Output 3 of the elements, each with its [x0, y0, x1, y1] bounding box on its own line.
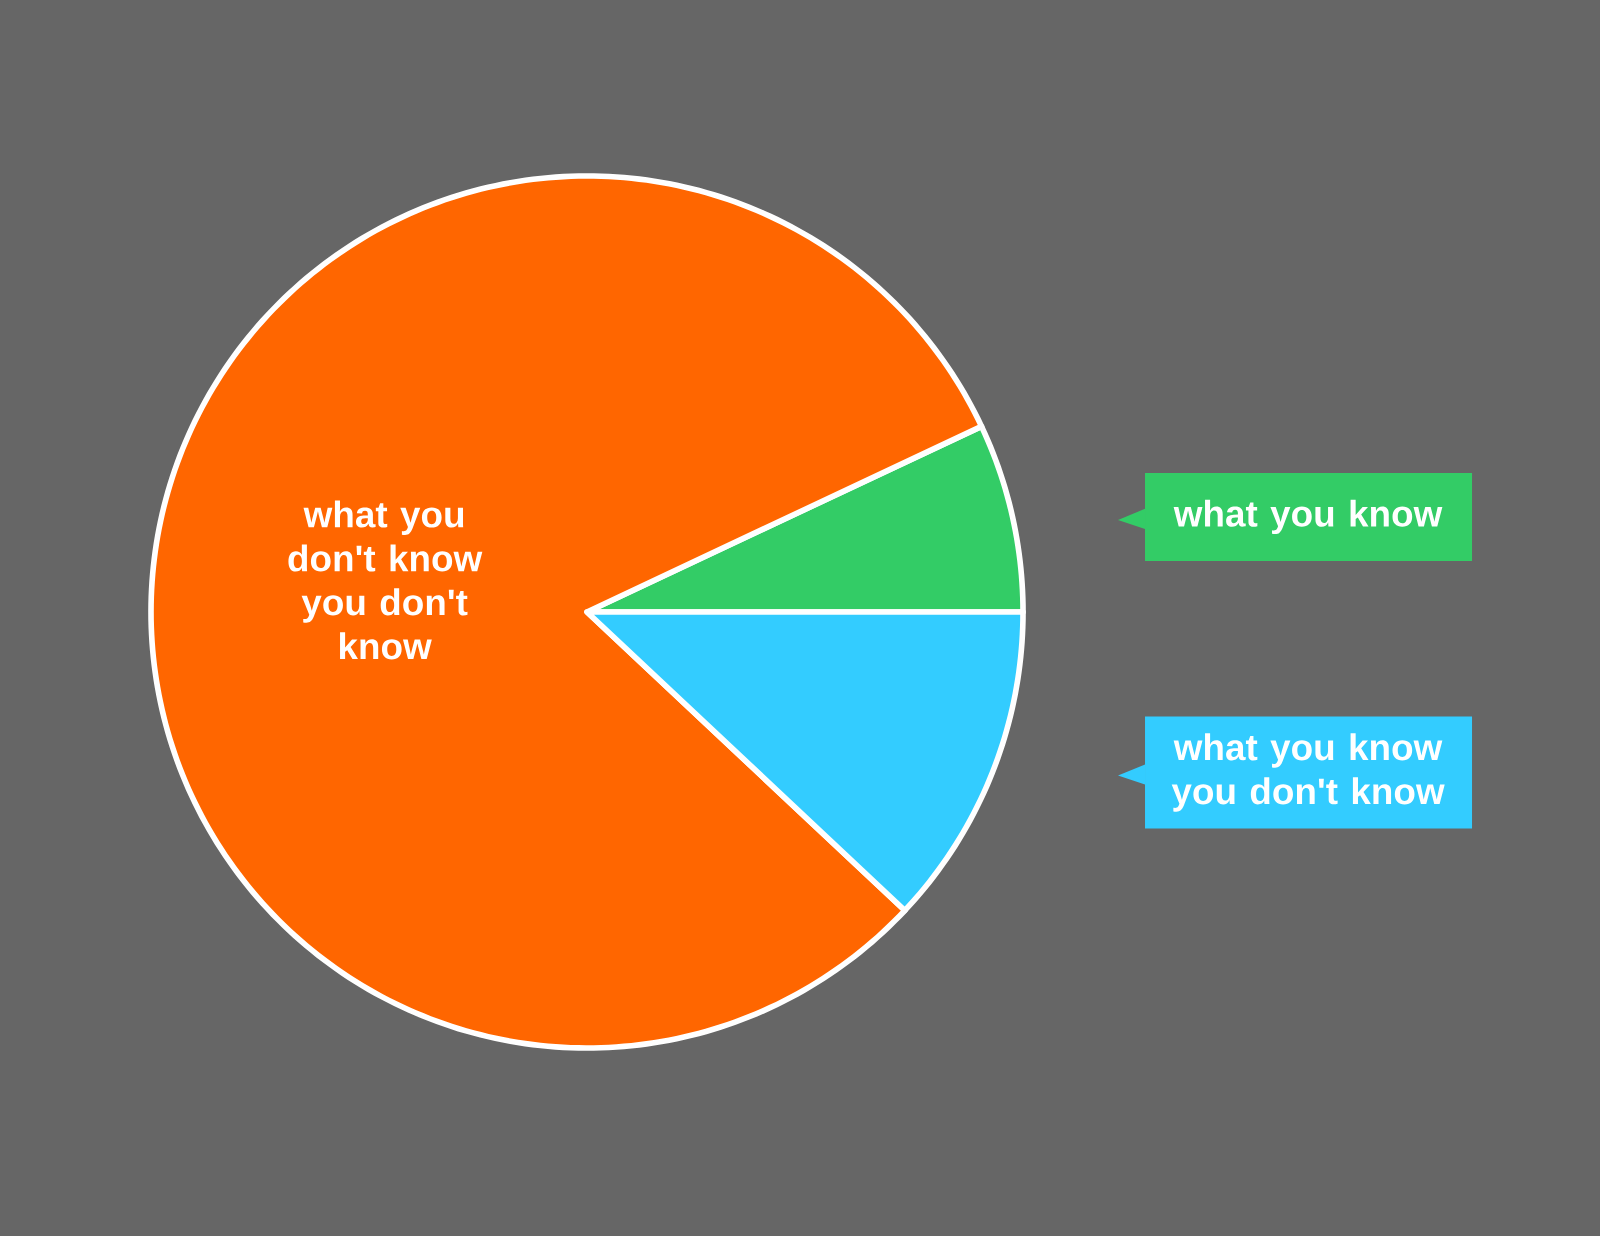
- slice-label: what you don't know you don't know: [288, 500, 483, 660]
- legend-label: what you know you don't know: [1171, 733, 1445, 812]
- legend-label: what you know: [1173, 499, 1443, 535]
